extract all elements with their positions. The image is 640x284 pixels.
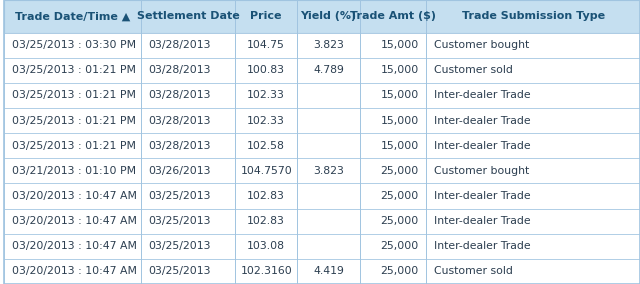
Text: 03/25/2013: 03/25/2013	[148, 216, 211, 226]
Text: 03/25/2013 : 01:21 PM: 03/25/2013 : 01:21 PM	[12, 65, 136, 75]
Text: 102.83: 102.83	[247, 191, 285, 201]
Text: Customer bought: Customer bought	[434, 40, 529, 50]
Text: 15,000: 15,000	[381, 141, 419, 151]
Text: 102.33: 102.33	[247, 116, 285, 126]
Bar	[4, 83, 640, 108]
Text: Trade Amt ($): Trade Amt ($)	[350, 11, 436, 21]
Text: 03/25/2013: 03/25/2013	[148, 241, 211, 251]
Text: 25,000: 25,000	[381, 191, 419, 201]
Text: 03/25/2013 : 01:21 PM: 03/25/2013 : 01:21 PM	[12, 141, 136, 151]
Text: Customer sold: Customer sold	[434, 65, 513, 75]
Text: 25,000: 25,000	[381, 166, 419, 176]
Text: 100.83: 100.83	[247, 65, 285, 75]
Text: 102.33: 102.33	[247, 91, 285, 101]
Text: 104.7570: 104.7570	[241, 166, 292, 176]
Text: 03/25/2013: 03/25/2013	[148, 266, 211, 276]
Text: 03/28/2013: 03/28/2013	[148, 40, 211, 50]
Text: Customer sold: Customer sold	[434, 266, 513, 276]
Text: Inter-dealer Trade: Inter-dealer Trade	[434, 116, 531, 126]
Text: 25,000: 25,000	[381, 216, 419, 226]
Text: 03/25/2013 : 01:21 PM: 03/25/2013 : 01:21 PM	[12, 116, 136, 126]
Bar	[4, 259, 640, 284]
Text: Trade Date/Time ▲: Trade Date/Time ▲	[15, 11, 131, 21]
Bar	[4, 158, 640, 183]
Text: 03/20/2013 : 10:47 AM: 03/20/2013 : 10:47 AM	[12, 241, 137, 251]
Text: 15,000: 15,000	[381, 40, 419, 50]
Text: 15,000: 15,000	[381, 65, 419, 75]
Text: 15,000: 15,000	[381, 91, 419, 101]
Text: 4.419: 4.419	[313, 266, 344, 276]
Text: 102.3160: 102.3160	[241, 266, 292, 276]
Bar	[4, 33, 640, 58]
Bar	[4, 208, 640, 234]
Text: 03/28/2013: 03/28/2013	[148, 116, 211, 126]
Bar	[4, 133, 640, 158]
Text: Inter-dealer Trade: Inter-dealer Trade	[434, 216, 531, 226]
Text: 03/20/2013 : 10:47 AM: 03/20/2013 : 10:47 AM	[12, 191, 137, 201]
Text: Customer bought: Customer bought	[434, 166, 529, 176]
Text: 03/21/2013 : 01:10 PM: 03/21/2013 : 01:10 PM	[12, 166, 136, 176]
Text: 102.58: 102.58	[247, 141, 285, 151]
Text: 03/25/2013 : 01:21 PM: 03/25/2013 : 01:21 PM	[12, 91, 136, 101]
Text: 03/25/2013: 03/25/2013	[148, 191, 211, 201]
Text: 104.75: 104.75	[247, 40, 285, 50]
Text: 03/20/2013 : 10:47 AM: 03/20/2013 : 10:47 AM	[12, 216, 137, 226]
Text: Inter-dealer Trade: Inter-dealer Trade	[434, 91, 531, 101]
Text: 03/28/2013: 03/28/2013	[148, 141, 211, 151]
Bar	[4, 108, 640, 133]
Text: 25,000: 25,000	[381, 266, 419, 276]
Text: 03/20/2013 : 10:47 AM: 03/20/2013 : 10:47 AM	[12, 266, 137, 276]
Text: Inter-dealer Trade: Inter-dealer Trade	[434, 241, 531, 251]
Bar	[4, 183, 640, 208]
Text: 03/25/2013 : 03:30 PM: 03/25/2013 : 03:30 PM	[12, 40, 136, 50]
Text: Inter-dealer Trade: Inter-dealer Trade	[434, 191, 531, 201]
Text: Yield (%): Yield (%)	[300, 11, 356, 21]
Text: Price: Price	[250, 11, 282, 21]
Text: 3.823: 3.823	[313, 40, 344, 50]
Bar	[4, 0, 640, 33]
Bar	[4, 234, 640, 259]
Text: 03/26/2013: 03/26/2013	[148, 166, 211, 176]
Text: 15,000: 15,000	[381, 116, 419, 126]
Text: 102.83: 102.83	[247, 216, 285, 226]
Text: Settlement Date: Settlement Date	[137, 11, 239, 21]
Text: 3.823: 3.823	[313, 166, 344, 176]
Bar	[4, 58, 640, 83]
Text: 03/28/2013: 03/28/2013	[148, 91, 211, 101]
Text: 25,000: 25,000	[381, 241, 419, 251]
Text: Inter-dealer Trade: Inter-dealer Trade	[434, 141, 531, 151]
Text: 4.789: 4.789	[313, 65, 344, 75]
Text: 103.08: 103.08	[247, 241, 285, 251]
Text: 03/28/2013: 03/28/2013	[148, 65, 211, 75]
Text: Trade Submission Type: Trade Submission Type	[461, 11, 605, 21]
